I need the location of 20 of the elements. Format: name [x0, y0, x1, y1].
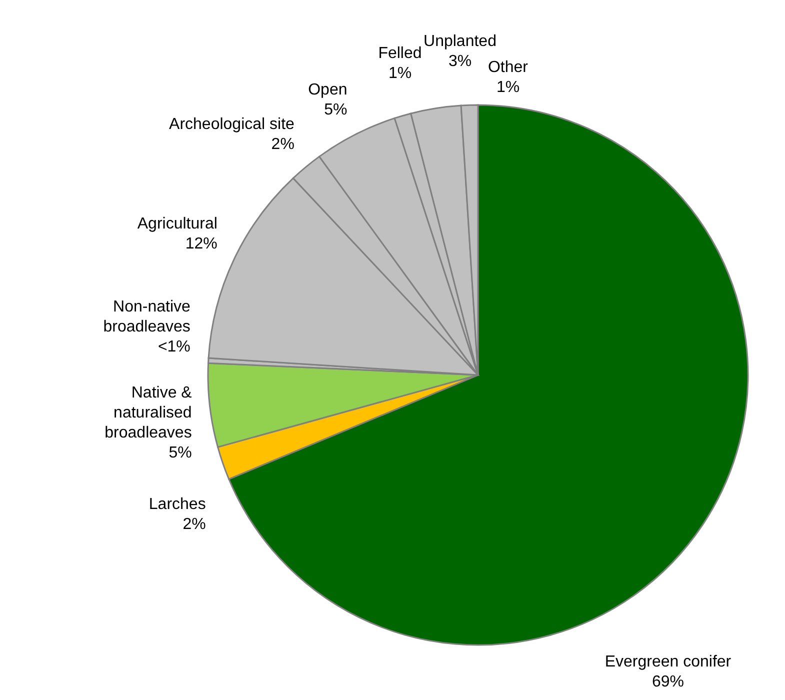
slice-label: Larches: [148, 496, 206, 514]
slice-label: Open: [308, 81, 348, 98]
data-label: 1%: [388, 65, 412, 82]
slice-label: Agricultural: [137, 215, 218, 232]
data-label: 5%: [324, 101, 348, 118]
data-label: 3%: [448, 53, 472, 70]
slice-label: Archeological site: [169, 116, 295, 134]
slice-label: Non-native broadleaves: [103, 298, 191, 336]
data-label: 69%: [652, 674, 684, 691]
data-label: <1%: [158, 338, 190, 356]
data-label: 2%: [271, 136, 294, 154]
data-label: 2%: [182, 516, 206, 534]
slice-label: Native & naturalised broadleaves: [104, 384, 192, 442]
data-label: 5%: [168, 444, 192, 462]
slice-label: Unplanted: [424, 33, 496, 50]
slice-label: Evergreen conifer: [604, 654, 732, 671]
slice-label: Felled: [378, 45, 422, 62]
data-label: 12%: [185, 235, 218, 252]
slice-label: Other: [488, 59, 529, 76]
data-label: 1%: [496, 79, 520, 96]
